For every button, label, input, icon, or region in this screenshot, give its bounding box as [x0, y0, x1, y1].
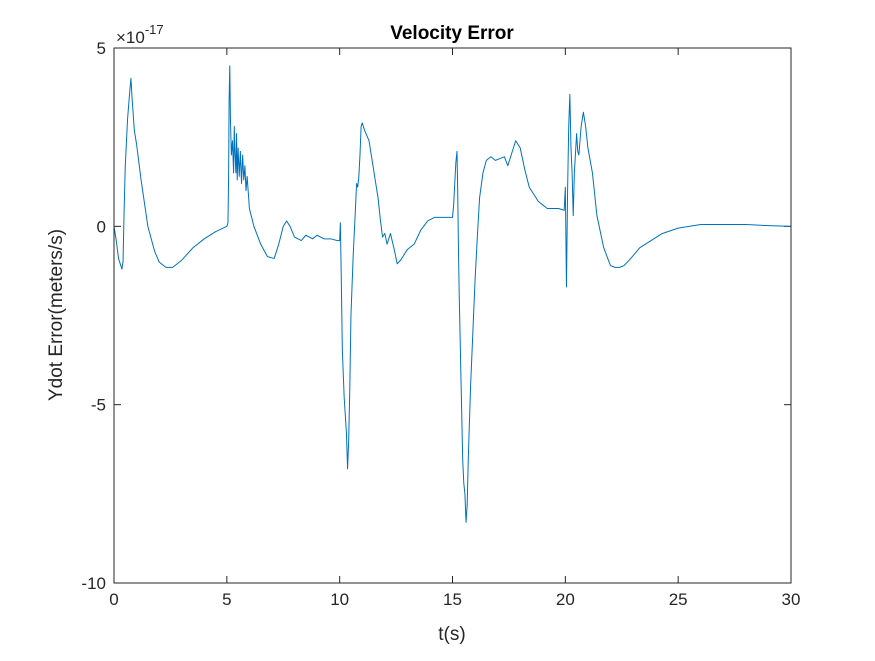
- y-tick-label: -10: [81, 574, 106, 593]
- series-layer: [113, 65, 792, 523]
- chart-title: Velocity Error: [390, 23, 514, 44]
- x-tick-label: 30: [782, 590, 801, 609]
- y-axis-exponent: ×10-17: [116, 22, 164, 47]
- y-tick-label: 5: [97, 39, 106, 58]
- x-tick-label: 15: [443, 590, 462, 609]
- x-tick-label: 20: [556, 590, 575, 609]
- x-tick-label: 0: [109, 590, 118, 609]
- x-tick-label: 10: [330, 590, 349, 609]
- ticks-layer: 0 5 10 15 20 25 30 -10 -5 0 5: [81, 39, 800, 609]
- y-axis-exponent-base: ×10: [116, 28, 145, 47]
- x-tick-label: 5: [222, 590, 231, 609]
- y-tick-label: -5: [91, 396, 106, 415]
- series-line: [113, 65, 792, 523]
- plot-frame: [113, 47, 792, 584]
- y-axis-exponent-power: -17: [145, 22, 164, 37]
- x-tick-label: 25: [669, 590, 688, 609]
- y-axis-label: Ydot Error(meters/s): [46, 229, 67, 401]
- x-axis-label: t(s): [438, 624, 465, 645]
- y-tick-label: 0: [97, 217, 106, 236]
- plot-area: [114, 48, 791, 583]
